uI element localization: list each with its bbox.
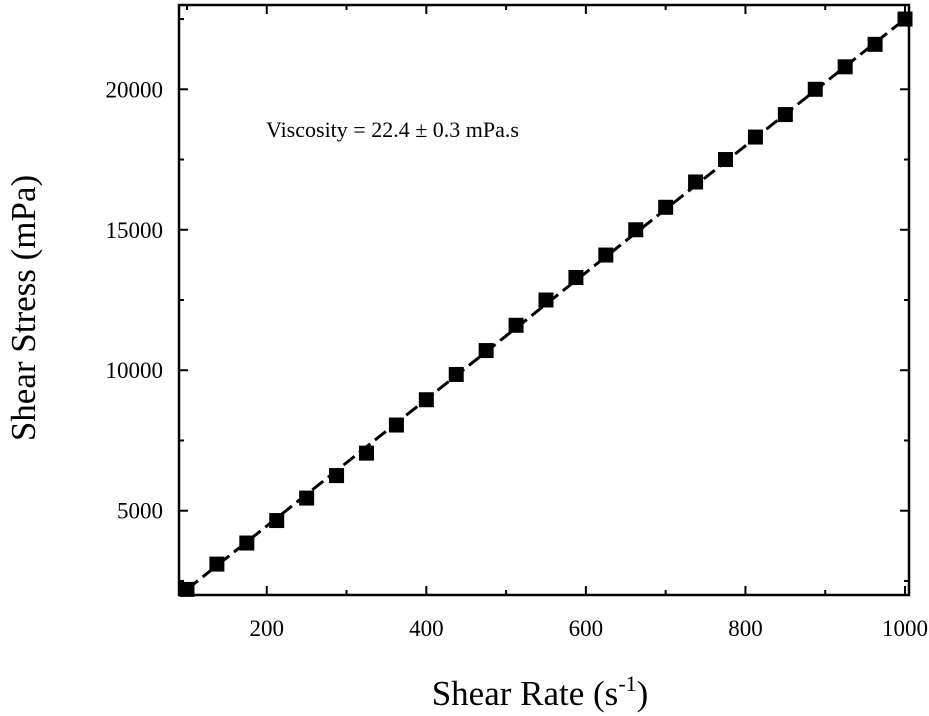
data-point [718, 152, 734, 168]
data-point [358, 445, 374, 461]
data-point [269, 513, 285, 529]
data-point [538, 292, 554, 308]
data-point [837, 59, 853, 75]
data-point [478, 343, 494, 359]
data-point [807, 81, 823, 97]
data-point [239, 535, 255, 551]
viscosity-annotation: Viscosity = 22.4 ± 0.3 mPa.s [266, 117, 519, 142]
data-point [448, 366, 464, 382]
data-point [329, 468, 345, 484]
data-point [418, 392, 434, 408]
x-tick-label: 800 [728, 616, 763, 641]
data-point [388, 417, 404, 433]
data-point [658, 199, 674, 215]
data-point [897, 11, 913, 27]
data-point [508, 317, 524, 333]
x-tick-label: 200 [250, 616, 285, 641]
x-tick-label: 600 [569, 616, 604, 641]
y-tick-label: 5000 [117, 499, 163, 524]
data-point [568, 270, 584, 286]
data-point [777, 107, 793, 123]
data-point [747, 129, 763, 145]
data-point [628, 222, 644, 238]
data-point [179, 581, 195, 597]
tick-labels: 200 400 600 800 1000 5000 10000 15000 20000 [106, 77, 929, 641]
data-markers [179, 11, 913, 597]
x-tick-label: 1000 [882, 616, 928, 641]
y-axis-label: Shear Stress (mPa) [4, 175, 43, 441]
data-point [688, 174, 704, 190]
y-tick-label: 15000 [106, 218, 164, 243]
data-point [299, 490, 315, 506]
x-tick-label: 400 [409, 616, 444, 641]
data-point [867, 36, 883, 52]
y-tick-label: 10000 [106, 358, 164, 383]
y-tick-label: 20000 [106, 77, 164, 102]
data-point [209, 556, 225, 572]
x-axis-label: Shear Rate (s-1) [432, 671, 649, 713]
data-point [598, 247, 614, 263]
